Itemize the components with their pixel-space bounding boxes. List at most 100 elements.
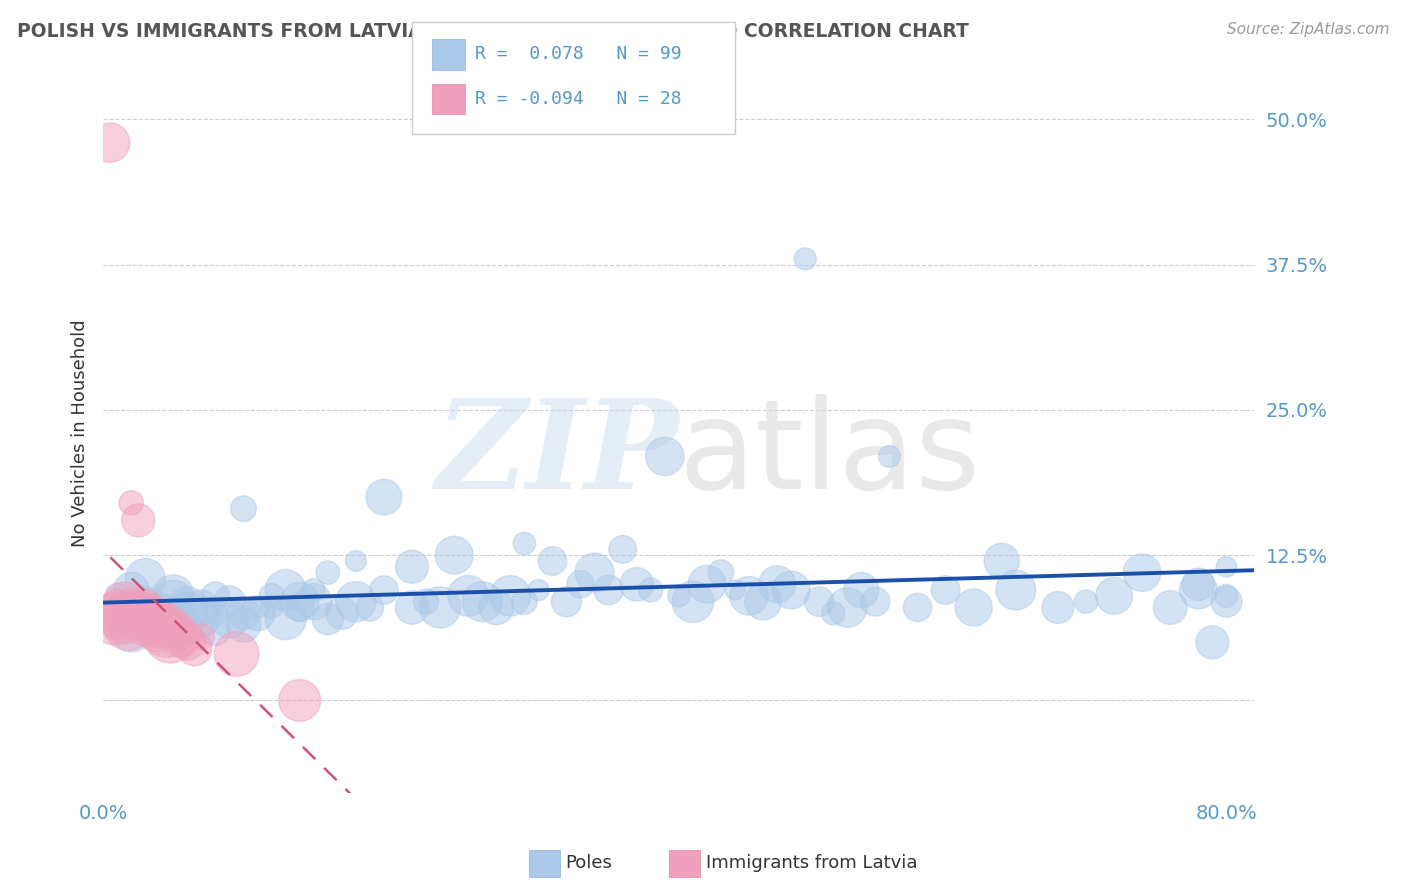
Point bbox=[541, 554, 564, 568]
Point bbox=[359, 600, 381, 615]
Point bbox=[1215, 594, 1237, 608]
Point bbox=[457, 589, 479, 603]
Point bbox=[696, 577, 718, 591]
Point bbox=[780, 582, 803, 597]
Point bbox=[190, 630, 212, 644]
Point bbox=[112, 594, 135, 608]
Point bbox=[415, 594, 437, 608]
Point bbox=[1046, 600, 1069, 615]
Point bbox=[225, 647, 247, 661]
Point bbox=[148, 600, 170, 615]
Point bbox=[176, 600, 198, 615]
Point bbox=[1215, 559, 1237, 574]
Point bbox=[232, 501, 254, 516]
Point bbox=[738, 589, 761, 603]
Point bbox=[316, 566, 339, 580]
Point bbox=[162, 612, 184, 626]
Point bbox=[935, 582, 957, 597]
Text: Immigrants from Latvia: Immigrants from Latvia bbox=[706, 855, 917, 872]
Point bbox=[218, 594, 240, 608]
Point bbox=[232, 618, 254, 632]
Point bbox=[583, 566, 606, 580]
Point bbox=[204, 624, 226, 638]
Point bbox=[401, 559, 423, 574]
Point bbox=[204, 589, 226, 603]
Point bbox=[120, 496, 142, 510]
Point bbox=[190, 612, 212, 626]
Point bbox=[373, 490, 395, 504]
Point bbox=[148, 624, 170, 638]
Point bbox=[555, 594, 578, 608]
Text: R = -0.094   N = 28: R = -0.094 N = 28 bbox=[475, 90, 682, 108]
Point bbox=[302, 582, 325, 597]
Point bbox=[443, 548, 465, 562]
Point bbox=[134, 618, 156, 632]
Point bbox=[823, 607, 845, 621]
Point bbox=[851, 582, 873, 597]
Point bbox=[1159, 600, 1181, 615]
Point bbox=[682, 594, 704, 608]
Point bbox=[162, 594, 184, 608]
Point bbox=[162, 589, 184, 603]
Text: atlas: atlas bbox=[679, 394, 981, 516]
Point bbox=[190, 600, 212, 615]
Point bbox=[162, 624, 184, 638]
Point bbox=[1102, 589, 1125, 603]
Point bbox=[837, 600, 859, 615]
Point bbox=[246, 607, 269, 621]
Text: R =  0.078   N = 99: R = 0.078 N = 99 bbox=[475, 45, 682, 63]
Point bbox=[141, 607, 163, 621]
Point bbox=[752, 594, 775, 608]
Point bbox=[316, 612, 339, 626]
Point bbox=[302, 594, 325, 608]
Point bbox=[907, 600, 929, 615]
Point bbox=[105, 618, 128, 632]
Point bbox=[120, 624, 142, 638]
Point bbox=[499, 589, 522, 603]
Point bbox=[232, 607, 254, 621]
Point bbox=[794, 252, 817, 266]
Point bbox=[183, 641, 205, 656]
Point bbox=[288, 594, 311, 608]
Point bbox=[159, 630, 181, 644]
Point bbox=[485, 600, 508, 615]
Point bbox=[429, 600, 451, 615]
Point bbox=[155, 624, 177, 638]
Point bbox=[1004, 582, 1026, 597]
Point bbox=[204, 607, 226, 621]
Point bbox=[865, 594, 887, 608]
Point bbox=[169, 630, 191, 644]
Point bbox=[218, 612, 240, 626]
Point bbox=[626, 577, 648, 591]
Point bbox=[330, 607, 353, 621]
Point bbox=[162, 624, 184, 638]
Point bbox=[612, 542, 634, 557]
Point bbox=[127, 618, 149, 632]
Point bbox=[120, 607, 142, 621]
Point bbox=[108, 607, 131, 621]
Point bbox=[148, 607, 170, 621]
Point bbox=[148, 618, 170, 632]
Text: POLISH VS IMMIGRANTS FROM LATVIA NO VEHICLES IN HOUSEHOLD CORRELATION CHART: POLISH VS IMMIGRANTS FROM LATVIA NO VEHI… bbox=[17, 22, 969, 41]
Point bbox=[471, 594, 494, 608]
Point bbox=[176, 607, 198, 621]
Point bbox=[654, 450, 676, 464]
Point bbox=[1074, 594, 1097, 608]
Point bbox=[668, 589, 690, 603]
Point bbox=[120, 582, 142, 597]
Text: Poles: Poles bbox=[565, 855, 612, 872]
Point bbox=[1187, 577, 1209, 591]
Point bbox=[513, 536, 536, 550]
Point bbox=[1130, 566, 1153, 580]
Point bbox=[105, 589, 128, 603]
Point bbox=[288, 600, 311, 615]
Point bbox=[260, 600, 283, 615]
Point bbox=[990, 554, 1012, 568]
Text: Source: ZipAtlas.com: Source: ZipAtlas.com bbox=[1226, 22, 1389, 37]
Point bbox=[105, 600, 128, 615]
Point bbox=[176, 618, 198, 632]
Point bbox=[127, 513, 149, 527]
Point bbox=[288, 693, 311, 707]
Point bbox=[134, 594, 156, 608]
Point bbox=[105, 612, 128, 626]
